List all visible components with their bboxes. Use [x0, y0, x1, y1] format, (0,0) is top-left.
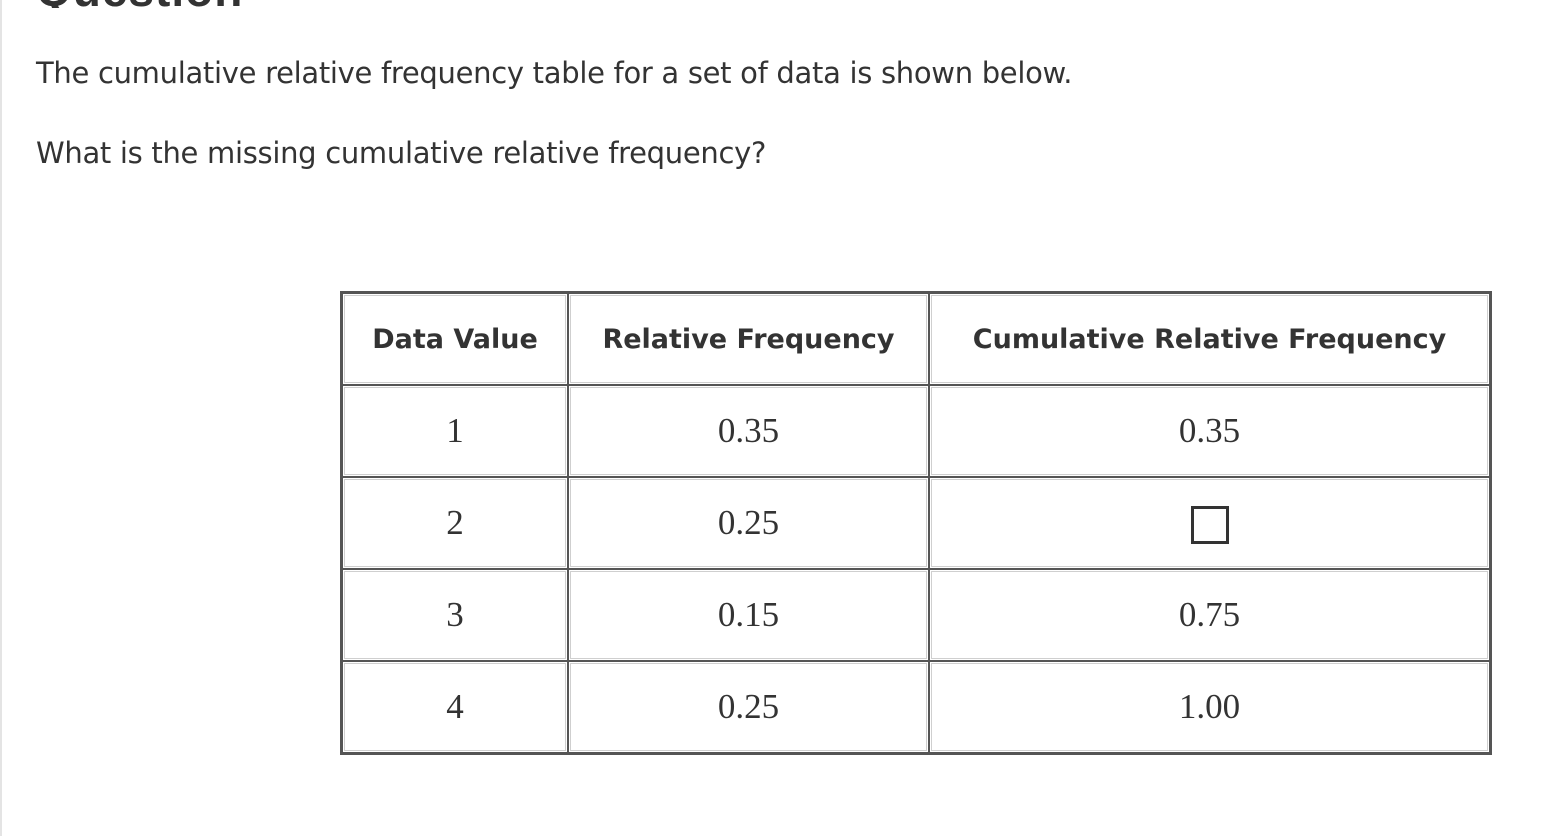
- answer-blank-box[interactable]: [1190, 505, 1229, 544]
- data-value-cell: 1: [342, 385, 568, 477]
- relative-frequency-cell: 0.35: [568, 385, 929, 477]
- header-data-value: Data Value: [342, 293, 568, 385]
- frequency-table: Data Value Relative Frequency Cumulative…: [340, 291, 1492, 755]
- relative-frequency-cell: 0.25: [568, 477, 929, 569]
- table-row: 3 0.15 0.75: [342, 569, 1490, 661]
- header-relative-frequency: Relative Frequency: [568, 293, 929, 385]
- cumulative-relative-frequency-cell: 0.35: [929, 385, 1490, 477]
- prompt-line-1: The cumulative relative frequency table …: [36, 56, 1073, 90]
- question-heading: Question: [36, 0, 243, 8]
- header-cumulative-relative-frequency: Cumulative Relative Frequency: [929, 293, 1490, 385]
- missing-cumulative-cell: [929, 477, 1490, 569]
- data-value-cell: 3: [342, 569, 568, 661]
- prompt-line-2: What is the missing cumulative relative …: [36, 136, 767, 170]
- data-value-cell: 4: [342, 661, 568, 753]
- data-value-cell: 2: [342, 477, 568, 569]
- table-row: 4 0.25 1.00: [342, 661, 1490, 753]
- cumulative-relative-frequency-cell: 1.00: [929, 661, 1490, 753]
- table-row: 1 0.35 0.35: [342, 385, 1490, 477]
- table-row: 2 0.25: [342, 477, 1490, 569]
- relative-frequency-cell: 0.15: [568, 569, 929, 661]
- table-header-row: Data Value Relative Frequency Cumulative…: [342, 293, 1490, 385]
- cumulative-relative-frequency-cell: 0.75: [929, 569, 1490, 661]
- relative-frequency-cell: 0.25: [568, 661, 929, 753]
